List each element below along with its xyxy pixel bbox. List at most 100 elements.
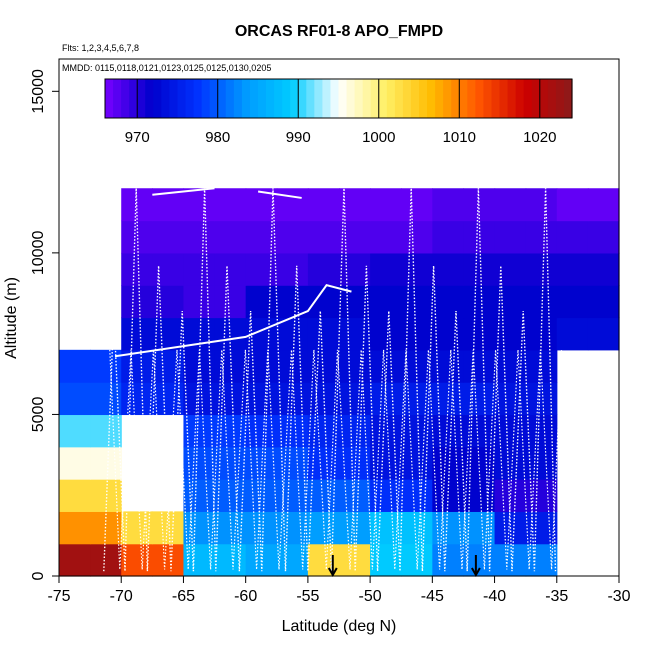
colorbar-swatch <box>137 79 146 118</box>
heatmap-cell <box>276 511 309 545</box>
heatmap-cell <box>59 543 91 577</box>
heatmap-cell <box>401 188 433 222</box>
colorbar-swatch <box>274 79 283 118</box>
heatmap-cell <box>339 349 371 383</box>
heatmap-cell <box>276 188 309 222</box>
y-axis-label: Altitude (m) <box>3 277 20 359</box>
heatmap-cell <box>307 479 340 512</box>
colorbar: 970 980 990 1000 1010 1020 <box>104 78 573 146</box>
heatmap-cell <box>432 511 465 545</box>
heatmap-cell <box>121 382 153 416</box>
heatmap-cell <box>245 220 278 254</box>
colorbar-swatch <box>257 79 267 118</box>
heatmap-cell <box>370 285 402 319</box>
x-tick-label: -35 <box>545 588 568 605</box>
heatmap-cell <box>59 479 91 512</box>
colorbar-frame <box>104 78 573 119</box>
heatmap-cell <box>307 252 340 286</box>
heatmap-cell <box>307 414 340 448</box>
colorbar-swatch <box>113 79 122 118</box>
heatmap-cell <box>587 317 620 351</box>
heatmap-cell <box>152 511 185 545</box>
heatmap-cell <box>307 188 340 222</box>
colorbar-swatch <box>402 79 412 118</box>
heatmap-cell <box>183 252 216 286</box>
colorbar-tick-label: 1020 <box>523 129 556 146</box>
colorbar-tick-label: 990 <box>286 129 311 146</box>
colorbar-swatch <box>105 79 114 118</box>
heatmap-cell <box>432 285 465 319</box>
x-tick-label: -75 <box>47 588 70 605</box>
colorbar-swatch <box>282 79 291 118</box>
colorbar-swatch <box>209 79 219 118</box>
heatmap-cell <box>525 479 558 512</box>
heatmap-cell <box>401 479 433 512</box>
heatmap-cell <box>183 220 216 254</box>
heatmap-cell <box>401 285 433 319</box>
colorbar-swatch <box>475 79 485 118</box>
heatmap-cells <box>59 188 620 577</box>
colorbar-swatch <box>563 79 573 118</box>
colorbar-tick-label: 1000 <box>362 129 395 146</box>
arrow-head <box>327 567 338 578</box>
colorbar-swatch <box>306 79 315 118</box>
heatmap-cell <box>339 414 371 448</box>
heatmap-cell <box>432 317 465 351</box>
heatmap-cell <box>276 317 309 351</box>
heatmap-cell <box>245 382 278 416</box>
heatmap-cell <box>214 479 247 512</box>
heatmap-cell <box>556 317 589 351</box>
heatmap-cell <box>370 317 402 351</box>
arrow-head <box>471 567 481 578</box>
colorbar-swatch <box>555 79 565 118</box>
colorbar-swatch <box>378 79 388 118</box>
colorbar-swatch <box>459 79 468 118</box>
heatmap-cell <box>494 188 527 222</box>
heatmap-cell <box>183 285 216 319</box>
heatmap-cell <box>121 285 153 319</box>
plot-axes: -75 -70 -65 -60 -55 -50 -45 -40 -35 -30 0 5000 10000… <box>30 58 631 605</box>
colorbar-swatch <box>193 79 203 118</box>
colorbar-swatch <box>467 79 476 118</box>
colorbar-swatch <box>419 79 428 118</box>
heatmap-cell <box>214 285 247 319</box>
heatmap-cell <box>214 543 247 577</box>
heatmap-cell <box>90 446 122 480</box>
heatmap-cell <box>245 511 278 545</box>
heatmap-cell <box>525 382 558 416</box>
heatmap-cell <box>494 220 527 254</box>
heatmap-cell <box>587 188 620 222</box>
heatmap-cell <box>463 220 496 254</box>
colorbar-swatch <box>217 79 227 118</box>
heatmap-cell <box>339 382 371 416</box>
plot-frame <box>58 58 620 577</box>
heatmap-cell <box>59 511 91 545</box>
x-tick-label: -55 <box>296 588 319 605</box>
heatmap-cell <box>556 252 589 286</box>
x-tick-label: -50 <box>359 588 382 605</box>
heatmap-cell <box>370 188 402 222</box>
heatmap-cell <box>245 349 278 383</box>
heatmap-cell <box>556 285 589 319</box>
colorbar-swatch <box>531 79 541 118</box>
heatmap-cell <box>401 414 433 448</box>
heatmap-cell <box>214 252 247 286</box>
heatmap-cell <box>183 511 216 545</box>
heatmap-cell <box>214 317 247 351</box>
heatmap-cell <box>494 252 527 286</box>
heatmap-cell <box>59 446 91 480</box>
heatmap-cell <box>525 220 558 254</box>
heatmap-cell <box>245 479 278 512</box>
heatmap-cell <box>339 252 371 286</box>
heatmap-cell <box>432 543 465 577</box>
heatmap-cell <box>587 220 620 254</box>
heatmap-cell <box>463 382 496 416</box>
colorbar-swatch <box>121 79 130 118</box>
heatmap-cell <box>307 317 340 351</box>
colorbar-swatch <box>507 79 517 118</box>
heatmap-cell <box>525 285 558 319</box>
heatmap-cell <box>90 414 122 448</box>
colorbar-swatch <box>539 79 549 118</box>
y-tick-label: 5000 <box>30 397 47 433</box>
heatmap-cell <box>90 543 122 577</box>
